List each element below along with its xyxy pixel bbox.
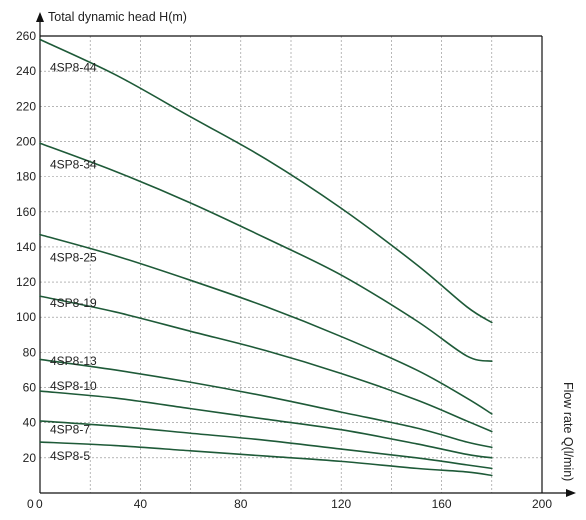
- series-curve: [39, 358, 493, 449]
- x-tick-label: 40: [134, 497, 148, 511]
- x-tick-label: 80: [234, 497, 248, 511]
- grid: [40, 36, 542, 493]
- series-curves: [39, 38, 493, 477]
- y-tick-label: 240: [16, 64, 36, 78]
- x-tick-label: 200: [532, 497, 552, 511]
- series-label: 4SP8-19: [50, 296, 97, 310]
- axes: [36, 12, 576, 497]
- series-curve: [39, 420, 493, 470]
- series-curve: [39, 295, 493, 433]
- series-label: 4SP8-25: [50, 250, 97, 264]
- y-tick-label: 260: [16, 29, 36, 43]
- x-axis-arrow-icon: [566, 489, 576, 497]
- x-axis-label: Flow rate Q(l/min): [561, 382, 575, 481]
- y-axis-arrow-icon: [36, 12, 44, 22]
- series-curve: [39, 142, 493, 362]
- y-tick-label: 180: [16, 170, 36, 184]
- x-tick-label: 120: [331, 497, 351, 511]
- series-label: 4SP8-5: [50, 449, 90, 463]
- series-curve: [39, 390, 493, 459]
- y-tick-label: 20: [23, 451, 37, 465]
- y-tick-label: 160: [16, 205, 36, 219]
- series-labels: 4SP8-44 4SP8-34 4SP8-25 4SP8-19 4SP8-13 4SP8-…: [50, 61, 97, 463]
- y-tick-label: 40: [23, 416, 37, 430]
- y-tick-label: 200: [16, 134, 36, 148]
- x-tick-label: 160: [432, 497, 452, 511]
- plot-frame: [40, 35, 543, 493]
- origin-x-label: 0: [36, 497, 43, 511]
- y-tick-label: 60: [23, 381, 37, 395]
- y-tick-label: 80: [23, 345, 37, 359]
- origin-y-label: 0: [27, 497, 34, 511]
- series-curve: [39, 441, 493, 477]
- series-label: 4SP8-13: [50, 354, 97, 368]
- y-axis-label: Total dynamic head H(m): [48, 10, 187, 24]
- series-label: 4SP8-44: [50, 61, 97, 75]
- series-label: 4SP8-34: [50, 157, 97, 171]
- series-label: 4SP8-10: [50, 379, 97, 393]
- y-tick-label: 120: [16, 275, 36, 289]
- series-label: 4SP8-7: [50, 423, 90, 437]
- series-curve: [39, 38, 493, 324]
- y-tick-label: 220: [16, 99, 36, 113]
- tick-labels: 20 40 60 80 100 120 140 160 180 200 220 240 260 40 80 1…: [16, 29, 552, 511]
- y-tick-label: 140: [16, 240, 36, 254]
- series-curve: [39, 233, 493, 415]
- y-tick-label: 100: [16, 310, 36, 324]
